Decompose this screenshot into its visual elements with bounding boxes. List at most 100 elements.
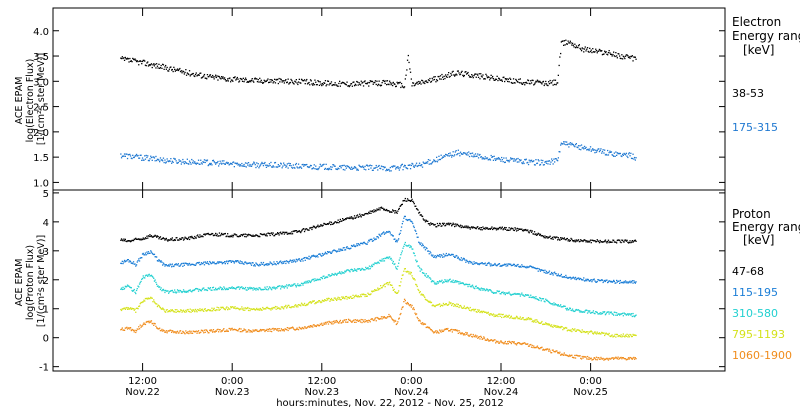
proton-data-point <box>560 327 562 329</box>
proton-data-point <box>429 250 431 253</box>
proton-data-point <box>483 227 486 229</box>
proton-data-point <box>580 311 583 313</box>
electron-data-point <box>327 80 329 82</box>
proton-data-point <box>430 329 433 331</box>
proton-data-point <box>183 332 185 334</box>
proton-data-point <box>448 330 450 332</box>
proton-data-point <box>194 235 196 238</box>
proton-data-point <box>407 199 409 201</box>
proton-data-point <box>425 326 427 329</box>
proton-data-point <box>561 276 563 278</box>
proton-data-point <box>133 288 135 291</box>
electron-data-point <box>225 162 227 164</box>
electron-data-point <box>385 80 387 82</box>
proton-data-point <box>204 289 206 291</box>
proton-data-point <box>331 223 333 225</box>
electron-data-point <box>222 162 224 165</box>
proton-data-point <box>368 211 370 213</box>
proton-data-point <box>226 260 228 262</box>
proton-data-point <box>251 235 253 237</box>
electron-data-point <box>376 80 378 82</box>
proton-data-point <box>602 311 604 313</box>
electron-data-point <box>347 85 349 87</box>
electron-data-point <box>485 73 487 75</box>
electron-data-point <box>546 84 548 86</box>
proton-data-point <box>342 247 344 249</box>
electron-data-point <box>305 80 307 82</box>
proton-data-point <box>247 288 250 290</box>
electron-data-point <box>586 149 588 151</box>
electron-data-point <box>126 58 128 60</box>
proton-data-point <box>342 272 344 274</box>
electron-data-point <box>318 166 321 168</box>
proton-data-point <box>278 234 280 236</box>
proton-data-point <box>460 257 462 259</box>
proton-data-point <box>347 247 349 249</box>
proton-data-point <box>274 288 277 290</box>
proton-data-point <box>318 325 320 327</box>
proton-data-point <box>490 263 492 265</box>
proton-data-point <box>530 294 532 296</box>
electron-data-point <box>497 158 499 160</box>
proton-data-point <box>621 358 623 360</box>
proton-data-point <box>622 241 624 243</box>
electron-data-point <box>239 164 241 166</box>
proton-data-point <box>624 336 626 338</box>
proton-data-point <box>151 275 153 277</box>
proton-data-point <box>244 261 246 263</box>
proton-data-point <box>247 262 249 264</box>
proton-data-point <box>369 293 371 296</box>
proton-data-point <box>416 285 418 288</box>
proton-data-point <box>442 256 444 258</box>
proton-data-point <box>392 235 394 237</box>
proton-data-point <box>290 307 292 309</box>
proton-data-point <box>184 262 186 264</box>
proton-data-point <box>192 330 194 332</box>
proton-data-point <box>334 249 336 252</box>
proton-data-point <box>138 305 141 307</box>
proton-data-point <box>324 277 327 279</box>
proton-data-point <box>424 249 427 251</box>
electron-data-point <box>543 84 545 87</box>
proton-data-point <box>408 199 410 202</box>
proton-data-point <box>182 237 184 239</box>
electron-data-point <box>128 61 130 63</box>
proton-data-point <box>370 266 372 268</box>
proton-data-point <box>165 331 167 333</box>
proton-data-point <box>387 284 389 286</box>
electron-data-point <box>485 158 487 160</box>
proton-data-point <box>134 291 136 293</box>
proton-data-point <box>135 292 137 295</box>
electron-data-point <box>266 164 268 166</box>
proton-data-point <box>194 331 196 333</box>
proton-data-point <box>401 250 403 252</box>
proton-data-point <box>289 306 291 309</box>
electron-data-point <box>240 78 242 80</box>
electron-data-point <box>545 160 547 163</box>
proton-data-point <box>439 303 441 305</box>
proton-data-point <box>607 311 609 313</box>
proton-data-point <box>224 232 226 235</box>
proton-data-point <box>475 311 477 313</box>
proton-data-point <box>297 306 299 308</box>
electron-data-point <box>535 159 537 161</box>
proton-data-point <box>480 287 483 289</box>
electron-data-point <box>347 85 350 87</box>
proton-data-point <box>148 322 150 324</box>
proton-data-point <box>366 295 368 297</box>
electron-data-point <box>237 78 239 80</box>
proton-data-point <box>265 263 268 265</box>
electron-data-point <box>612 53 614 56</box>
proton-data-point <box>325 252 327 255</box>
proton-data-point <box>444 225 446 227</box>
proton-data-point <box>392 319 394 321</box>
proton-data-point <box>377 236 379 238</box>
proton-data-point <box>619 335 621 338</box>
proton-data-point <box>439 222 441 225</box>
electron-data-point <box>349 84 351 87</box>
proton-data-point <box>306 304 309 306</box>
proton-data-point <box>618 313 620 315</box>
electron-data-point <box>570 42 572 44</box>
proton-data-point <box>398 285 400 287</box>
proton-data-point <box>455 254 457 257</box>
